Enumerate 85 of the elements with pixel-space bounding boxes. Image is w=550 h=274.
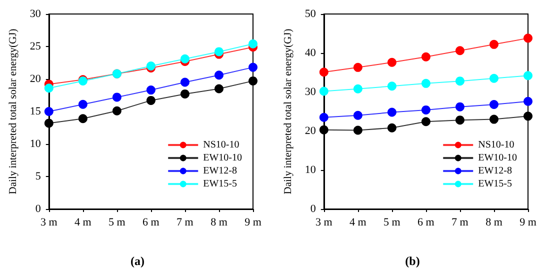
point — [421, 105, 430, 114]
point — [146, 96, 156, 105]
x-tick-label: 3 m — [40, 216, 58, 228]
y-tick-label: 20 — [304, 125, 316, 137]
x-tick-label: 9 m — [520, 216, 537, 228]
point — [489, 40, 498, 49]
point — [524, 112, 532, 121]
y-tick-label: 10 — [30, 138, 42, 150]
text: (b) — [405, 254, 420, 268]
point — [319, 112, 328, 122]
point — [387, 58, 396, 67]
y-tick-label: 0 — [310, 203, 316, 215]
x-tick-label: 5 m — [108, 216, 126, 228]
point — [319, 68, 328, 77]
legend-label: EW15-5 — [203, 178, 238, 190]
point — [44, 118, 54, 128]
legend-label: NS10-10 — [478, 140, 514, 150]
point — [248, 39, 258, 48]
legend-label: NS10-10 — [203, 140, 240, 150]
point — [455, 102, 464, 112]
point — [489, 114, 498, 124]
x-tick-label: 5 m — [384, 216, 401, 228]
point — [353, 84, 362, 94]
point — [180, 54, 190, 64]
point — [112, 92, 122, 102]
point — [387, 82, 396, 91]
point — [44, 107, 54, 116]
point — [353, 62, 362, 72]
point — [489, 74, 498, 83]
point — [421, 117, 430, 126]
y-tick-label: 30 — [304, 86, 316, 98]
point — [455, 46, 464, 56]
x-tick-label: 4 m — [74, 216, 92, 228]
point — [524, 96, 532, 106]
x-tick-label: 8 m — [210, 216, 228, 228]
x-tick-label: 8 m — [486, 216, 503, 228]
y-tick-label: 25 — [30, 40, 42, 52]
point — [180, 89, 190, 98]
x-tick-label: 6 m — [142, 216, 160, 228]
point — [319, 125, 328, 134]
point — [524, 34, 532, 43]
y-tick-label: 10 — [304, 164, 316, 176]
point — [353, 126, 362, 135]
legend-label: EW15-5 — [478, 178, 512, 190]
x-tick-label: 4 m — [350, 216, 367, 228]
y-axis-title: Daily interpreted total solar energy(GJ) — [283, 28, 294, 194]
point — [524, 71, 532, 80]
x-tick-label: 7 m — [452, 216, 469, 228]
y-tick-label: 40 — [304, 47, 316, 59]
y-tick-label: 30 — [30, 8, 42, 20]
point — [455, 76, 464, 86]
point — [387, 123, 396, 132]
y-tick-label: 20 — [30, 73, 42, 85]
y-tick-label: 15 — [30, 106, 42, 118]
x-tick-label: 6 m — [418, 216, 435, 228]
text: (a) — [130, 254, 145, 268]
y-tick-label: 50 — [304, 8, 316, 20]
legend-label: EW10-10 — [203, 152, 242, 164]
legend-label: EW12-8 — [478, 166, 512, 176]
legend-label: EW12-8 — [203, 166, 238, 176]
point — [146, 86, 156, 95]
point — [455, 116, 464, 125]
point — [421, 78, 430, 88]
point — [214, 47, 224, 56]
legend-label: EW10-10 — [478, 152, 518, 164]
point — [214, 84, 224, 94]
point — [387, 108, 396, 117]
point — [421, 52, 430, 62]
point — [44, 84, 54, 93]
y-axis-title: Daily interpreted total solar energy(GJ) — [8, 28, 19, 194]
point — [248, 76, 258, 86]
x-tick-label: 9 m — [244, 216, 262, 228]
point — [319, 86, 328, 96]
y-tick-label: 5 — [35, 170, 42, 182]
point — [78, 100, 88, 109]
point — [214, 70, 224, 80]
point — [353, 110, 362, 120]
point — [489, 100, 498, 109]
point — [180, 78, 190, 87]
x-tick-label: 7 m — [176, 216, 194, 228]
point — [248, 62, 258, 72]
point — [112, 106, 122, 116]
point — [78, 114, 88, 124]
y-tick-label: 0 — [35, 203, 42, 215]
x-tick-label: 3 m — [315, 216, 333, 228]
